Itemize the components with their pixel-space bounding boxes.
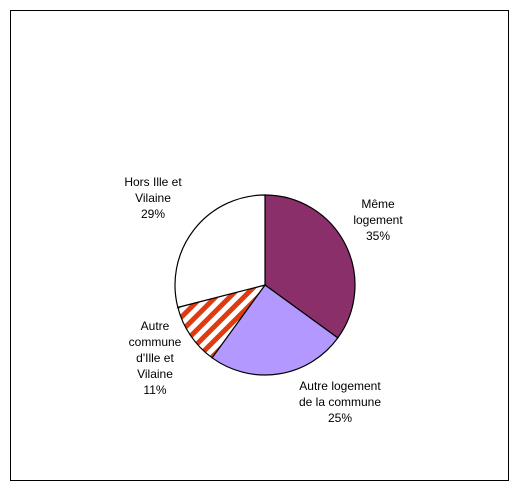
pie-slice <box>174 194 266 309</box>
pie-slice <box>264 194 356 339</box>
category-label: Autre commune d'Ille et Vilaine <box>128 319 182 381</box>
value-label: 11% <box>143 383 167 397</box>
category-label: Hors Ille et Vilaine <box>124 175 182 205</box>
slice-label: Autre commune d'Ille et Vilaine 11% <box>123 318 187 398</box>
category-label: Même logement <box>353 197 403 227</box>
category-label: Autre logement de la commune <box>298 379 382 409</box>
value-label: 35% <box>365 229 391 243</box>
value-label: 25% <box>327 411 353 425</box>
slice-label: Hors Ille et Vilaine 29% <box>113 174 193 222</box>
chart-frame <box>10 10 509 481</box>
slice-label: Autre logement de la commune 25% <box>297 378 383 426</box>
pie-slice <box>211 284 339 376</box>
value-label: 29% <box>140 207 166 221</box>
slice-label: Même logement 35% <box>346 196 410 244</box>
